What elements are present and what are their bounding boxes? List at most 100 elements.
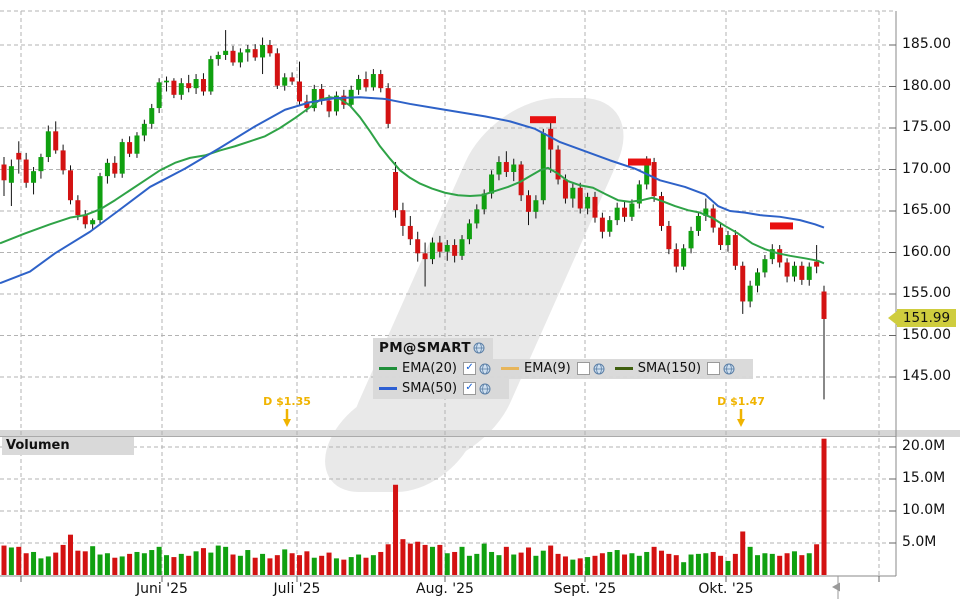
candle-body: [459, 239, 465, 256]
candle-body: [429, 242, 435, 260]
volume-bar: [725, 560, 731, 575]
volume-bar: [658, 550, 664, 575]
candle-body: [740, 265, 746, 302]
candle-body: [127, 142, 133, 154]
volume-bar: [769, 553, 775, 575]
candle-body: [747, 285, 753, 302]
candle-body: [385, 88, 391, 124]
candle-body: [97, 176, 103, 221]
volume-bar: [814, 544, 820, 575]
legend-row-instrument: PM@SMART: [373, 338, 493, 359]
candle-body: [215, 54, 221, 60]
candle-body: [16, 152, 22, 160]
volume-bar: [585, 557, 591, 575]
candle-body: [503, 162, 509, 172]
resistance-mark: [770, 222, 793, 230]
candle-body: [629, 203, 635, 217]
pointer-arrow-icon[interactable]: [832, 582, 840, 592]
volume-bar: [38, 558, 44, 575]
volume-bar: [710, 551, 716, 575]
candle-body: [333, 95, 339, 112]
volume-panel-title: Volumen: [2, 437, 134, 455]
volume-bar: [333, 558, 339, 575]
candle-body: [31, 171, 37, 183]
checkbox-unchecked[interactable]: [576, 362, 590, 375]
candle-body: [311, 88, 317, 109]
indicator-label[interactable]: EMA(9): [524, 361, 571, 376]
volume-bar: [304, 551, 310, 575]
candle-body: [393, 171, 399, 211]
candle-body: [540, 132, 546, 201]
globe-icon[interactable]: [479, 383, 491, 395]
date-axis-label: Juni '25: [136, 581, 188, 597]
candle-body: [304, 101, 310, 109]
volume-bar: [429, 546, 435, 575]
volume-bar: [60, 544, 66, 575]
indicator-label[interactable]: EMA(20): [402, 361, 458, 376]
volume-bar: [592, 555, 598, 575]
volume-bar: [393, 484, 399, 575]
volume-bar: [496, 555, 502, 575]
candle-body: [518, 164, 524, 196]
instrument-title[interactable]: PM@SMART: [379, 340, 471, 356]
candle-body: [577, 187, 583, 209]
candle-body: [444, 245, 450, 252]
badge-arrow-tip: [888, 311, 897, 325]
volume-bar: [481, 543, 487, 575]
volume-bar: [156, 546, 162, 575]
volume-bar: [260, 553, 266, 575]
volume-bar: [193, 551, 199, 575]
candle-body: [230, 50, 236, 63]
price-axis-label: 155.00: [902, 285, 951, 301]
candle-body: [466, 223, 472, 240]
checkbox-checked[interactable]: ✓: [463, 362, 477, 375]
candle-body: [156, 82, 162, 109]
volume-bar: [378, 551, 384, 575]
candle-body: [791, 265, 797, 277]
candle-body: [437, 242, 443, 252]
globe-icon[interactable]: [593, 363, 605, 375]
candle-body: [703, 208, 709, 216]
volume-bar: [651, 546, 657, 575]
indicator-swatch: [501, 367, 520, 370]
volume-bar: [784, 553, 790, 575]
volume-bar: [215, 545, 221, 575]
checkbox-unchecked[interactable]: [707, 362, 721, 375]
globe-icon[interactable]: [479, 363, 491, 375]
price-axis-label: 185.00: [902, 36, 951, 52]
volume-bar: [540, 550, 546, 575]
candle-body: [200, 79, 206, 92]
volume-bar: [459, 546, 465, 575]
volume-bar: [614, 550, 620, 575]
price-axis-label: 160.00: [902, 243, 951, 260]
indicator-label[interactable]: SMA(150): [637, 361, 702, 376]
globe-icon[interactable]: [473, 342, 485, 354]
legend-item-ema20: EMA(20) ✓: [379, 361, 491, 376]
candle-body: [636, 184, 642, 204]
volume-bar: [644, 551, 650, 575]
volume-bar: [8, 547, 14, 575]
candle-body: [526, 195, 532, 212]
candle-body: [555, 149, 561, 180]
candle-body: [784, 262, 790, 277]
checkbox-checked[interactable]: ✓: [463, 382, 477, 395]
candle-body: [422, 253, 428, 260]
indicator-label[interactable]: SMA(50): [402, 381, 458, 396]
volume-bar: [518, 552, 524, 575]
candle-body: [178, 83, 184, 95]
volume-axis-label: 20.0M: [902, 438, 946, 454]
dividend-arrow-head[interactable]: [283, 419, 291, 427]
volume-bar: [799, 555, 805, 575]
candle-body: [119, 142, 125, 174]
indicator-swatch: [614, 367, 633, 370]
candle-body: [666, 225, 672, 250]
globe-icon[interactable]: [723, 363, 735, 375]
volume-bar: [755, 555, 761, 575]
legend-row-indicators: EMA(20) ✓ EMA(9) SMA(150): [373, 359, 754, 379]
volume-axis-label: 15.0M: [902, 470, 946, 486]
candle-body: [570, 187, 576, 199]
globe-icon[interactable]: [473, 342, 485, 354]
legend-item-sma150: SMA(150): [614, 361, 735, 376]
dividend-arrow-head[interactable]: [737, 419, 745, 427]
